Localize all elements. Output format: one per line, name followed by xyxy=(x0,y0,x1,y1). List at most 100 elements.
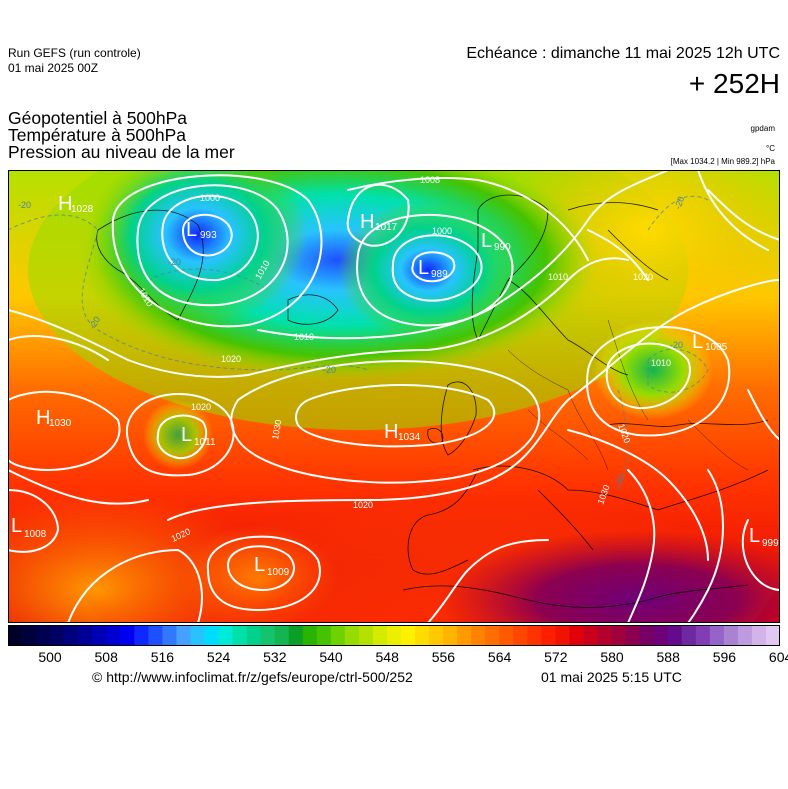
colorbar-swatch xyxy=(78,625,93,646)
colorbar-tick-label: 604 xyxy=(768,649,788,665)
field-cold-east xyxy=(338,200,518,340)
colorbar-swatch xyxy=(751,625,767,646)
colorbar-swatch xyxy=(302,625,318,646)
center-value: 1011 xyxy=(194,437,216,448)
center-type: L xyxy=(11,515,22,537)
center-value: 999 xyxy=(762,538,779,549)
colorbar-swatch xyxy=(246,625,262,646)
center-type: L xyxy=(692,331,703,353)
colorbar-swatch xyxy=(541,625,556,646)
isotherm-label: -20 xyxy=(323,365,336,375)
colorbar-tick-label: 516 xyxy=(150,649,175,665)
isobar-label: 1008 xyxy=(420,175,440,185)
colorbar-frame xyxy=(8,625,780,646)
colorbar-tick-label: 588 xyxy=(656,649,680,665)
colorbar-swatch xyxy=(316,625,332,646)
isobar-label: 1000 xyxy=(200,193,220,203)
colorbar-swatch xyxy=(737,625,753,646)
colorbar-swatch xyxy=(639,625,655,646)
credit-text: © http://www.infoclimat.fr/z/gefs/europe… xyxy=(92,669,413,685)
isobars xyxy=(8,170,780,623)
center-value: 1028 xyxy=(71,204,94,215)
colorbar-swatch xyxy=(443,625,458,646)
colorbar-tick-label: 580 xyxy=(600,649,624,665)
colorbar-swatch xyxy=(527,625,542,646)
colorbar-swatch xyxy=(597,625,612,646)
title-pressure: Pression au niveau de la mer xyxy=(8,142,235,162)
center-value: 1005 xyxy=(705,342,728,353)
isobar-label: 1010 xyxy=(548,272,568,282)
colorbar-swatch xyxy=(653,625,669,646)
center-type: H xyxy=(360,211,374,233)
colorbar-swatch xyxy=(260,625,276,646)
center-value: 990 xyxy=(494,242,511,253)
map-titles: Géopotentiel à 500hPa Température à 500h… xyxy=(8,109,235,162)
isobar-label: 1020 xyxy=(221,354,241,364)
center-value: 1034 xyxy=(398,432,421,443)
colorbar-swatch xyxy=(92,625,107,646)
colorbar-swatch xyxy=(330,625,346,646)
colorbar-tick-label: 524 xyxy=(206,649,231,665)
colorbar-swatch xyxy=(555,625,570,646)
colorbar-swatch xyxy=(134,625,149,646)
center-type: L xyxy=(254,554,265,576)
center-value: 1030 xyxy=(49,418,72,429)
center-type: H xyxy=(58,193,72,215)
generated-time: 01 mai 2025 5:15 UTC xyxy=(541,669,682,685)
colorbar-swatch xyxy=(274,625,290,646)
center-type: H xyxy=(384,421,398,443)
lead-time: + 252H xyxy=(688,68,780,99)
colorbar-swatch xyxy=(569,625,584,646)
colorbar-swatch xyxy=(358,625,374,646)
center-type: H xyxy=(36,407,50,429)
isobar-label: 1010 xyxy=(651,358,671,368)
colorbar-tick-label: 500 xyxy=(38,649,62,665)
colorbar-tick-label: 596 xyxy=(712,649,737,665)
colorbar-swatch xyxy=(681,625,697,646)
colorbar-swatch xyxy=(190,625,205,646)
center-value: 1008 xyxy=(24,529,47,540)
colorbar-swatch xyxy=(36,625,51,646)
map-frame xyxy=(8,170,780,623)
run-label: Run GEFS (run controle) xyxy=(8,46,141,60)
field-cold-west xyxy=(88,170,308,325)
colorbar-swatch xyxy=(485,625,500,646)
colorbar-swatch xyxy=(106,625,121,646)
center-value: 989 xyxy=(431,269,448,280)
colorbar-swatch xyxy=(64,625,79,646)
isotherm-label: -20 xyxy=(18,200,31,210)
colorbar-swatch xyxy=(695,625,711,646)
center-type: L xyxy=(418,257,429,279)
colorbar-tick-label: 508 xyxy=(94,649,118,665)
weather-map: H 1028 L 993 H 1017 L 990 L 989 L 1005 H… xyxy=(8,170,780,623)
run-date: 01 mai 2025 00Z xyxy=(8,61,99,75)
colorbar-swatch xyxy=(148,625,163,646)
center-type: L xyxy=(481,230,492,252)
colorbar-swatch xyxy=(611,625,626,646)
field-purple xyxy=(438,530,780,623)
isotherm-labels: -20 -20 -20 -20 -20 -20 -20 xyxy=(18,195,686,489)
center-value: 1009 xyxy=(267,567,290,578)
colorbar-swatch xyxy=(415,625,430,646)
isotherm-label: -20 xyxy=(672,195,686,211)
colorbar-swatch xyxy=(457,625,472,646)
colorbar-tick-label: 556 xyxy=(431,649,456,665)
colorbar-swatch xyxy=(513,625,528,646)
colorbar-swatch xyxy=(232,625,248,646)
colorbar-swatch xyxy=(344,625,360,646)
pressure-stats: [Max 1034.2 | Min 989.2] hPa xyxy=(670,157,775,166)
unit-geopotential: gpdam xyxy=(750,124,775,133)
colorbar-swatch xyxy=(372,625,388,646)
map-svg: H 1028 L 993 H 1017 L 990 L 989 L 1005 H… xyxy=(8,170,780,623)
isobar-label: 1020 xyxy=(353,500,373,510)
center-type: L xyxy=(186,219,197,241)
colorbar xyxy=(8,625,780,646)
field-green-east xyxy=(593,320,713,420)
title-temperature: Température à 500hPa xyxy=(8,125,187,145)
colorbar-swatch xyxy=(709,625,725,646)
isobar-label: 1000 xyxy=(432,226,452,236)
colorbar-swatch xyxy=(50,625,65,646)
run-info: Run GEFS (run controle) 01 mai 2025 00Z xyxy=(8,46,141,76)
isobar-label: 1010 xyxy=(294,332,314,342)
colorbar-tick-label: 540 xyxy=(319,649,343,665)
